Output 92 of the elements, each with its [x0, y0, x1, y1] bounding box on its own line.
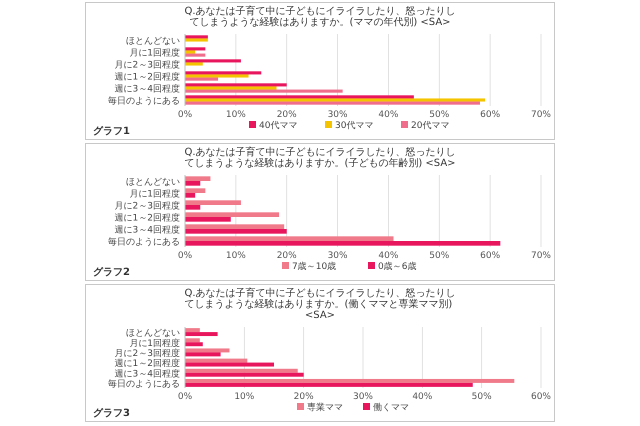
legend-label: 20代ママ	[411, 120, 450, 131]
y-tick-label: 毎日のようにある	[108, 96, 180, 106]
bar	[185, 98, 486, 102]
bar	[185, 328, 200, 332]
y-tick-label: 毎日のようにある	[108, 378, 180, 390]
bar	[185, 348, 230, 352]
x-tick-label: 20%	[276, 110, 298, 120]
bar	[185, 176, 210, 181]
bar	[185, 54, 206, 57]
y-tick-label: 月に2～3回程度	[114, 60, 180, 70]
legend-label: 30代ママ	[335, 120, 374, 131]
legend-label: 40代ママ	[259, 120, 298, 131]
bar	[185, 205, 200, 210]
bar	[185, 62, 203, 66]
y-tick-label: 月に1回程度	[129, 48, 180, 58]
y-tick-label: 月に1回程度	[129, 188, 180, 200]
bar	[185, 241, 500, 246]
x-tick-label: 0%	[178, 392, 193, 402]
y-tick-label: ほとんどない	[126, 328, 180, 339]
x-tick-label: 40%	[412, 392, 433, 402]
x-tick-label: 40%	[378, 110, 399, 120]
x-tick-label: 50%	[429, 110, 450, 120]
bar	[185, 378, 514, 383]
x-tick-label: 60%	[530, 392, 552, 402]
bar	[185, 224, 284, 229]
x-tick-label: 0%	[178, 110, 193, 120]
y-tick-label: 週に1～2回程度	[114, 358, 180, 370]
y-tick-label: 週に3～4回程度	[114, 368, 180, 380]
bar	[185, 358, 248, 363]
x-tick-label: 20%	[294, 392, 314, 402]
bar	[185, 362, 274, 367]
y-tick-label: 毎日のようにある	[108, 236, 180, 248]
bar	[185, 181, 200, 186]
bar	[185, 382, 473, 387]
x-tick-label: 70%	[530, 251, 552, 261]
chart-title: Q.あなたは子育て中に子どもにイライラしたり、怒ったりしてしまうような経験はありますか。(働くママと専業ママ別) <SA>	[184, 287, 456, 321]
bar	[185, 83, 287, 86]
x-tick-label: 30%	[328, 251, 348, 261]
bar	[185, 193, 196, 198]
bar	[185, 78, 218, 81]
bar	[185, 212, 280, 217]
bar	[185, 332, 218, 336]
y-tick-label: 月に1回程度	[129, 338, 180, 349]
y-tick-label: ほとんどない	[126, 36, 180, 46]
x-tick-label: 60%	[480, 110, 501, 120]
bar	[185, 59, 241, 62]
bar	[185, 86, 277, 90]
legend-label: 働くママ	[373, 402, 409, 413]
bar	[185, 338, 200, 342]
x-tick-label: 30%	[328, 110, 348, 120]
x-tick-label: 50%	[429, 251, 450, 261]
legend-label: 0歳～6歳	[378, 261, 416, 272]
bar	[185, 35, 208, 38]
bar	[185, 236, 394, 241]
legend-label: 7歳～10歳	[292, 261, 336, 272]
x-tick-label: 20%	[276, 251, 298, 261]
x-tick-label: 70%	[530, 110, 552, 120]
text: グラフ2	[93, 266, 130, 278]
bar	[185, 352, 221, 356]
bar	[185, 368, 298, 373]
y-tick-label: 月に2～3回程度	[114, 200, 180, 212]
y-tick-label: 週に3～4回程度	[114, 84, 180, 94]
bar	[185, 38, 208, 42]
bar	[185, 102, 480, 105]
bar	[185, 229, 287, 234]
y-tick-label: 週に1～2回程度	[114, 72, 180, 82]
bar	[185, 95, 414, 98]
x-tick-label: 10%	[226, 251, 246, 261]
text: グラフ3	[93, 407, 130, 419]
bar	[185, 90, 343, 93]
x-tick-label: 10%	[234, 392, 255, 402]
bar	[185, 47, 206, 50]
bar	[185, 200, 241, 205]
legend-label: 専業ママ	[307, 402, 343, 413]
x-tick-label: 30%	[352, 392, 374, 402]
bar	[185, 74, 249, 78]
y-tick-label: 週に3～4回程度	[114, 224, 180, 236]
y-tick-label: 週に1～2回程度	[114, 212, 180, 224]
x-tick-label: 0%	[178, 251, 193, 261]
bar	[185, 71, 262, 74]
bar	[185, 188, 206, 193]
chart-title: Q.あなたは子育て中に子どもにイライラしたり、怒ったりしてしまうような経験はありますか。(子どもの年齢別) <SA>	[184, 146, 456, 169]
chart-title: Q.あなたは子育て中に子どもにイライラしたり、怒ったりしてしまうような経験はありますか。(ママの年代別) <SA>	[184, 5, 456, 28]
y-tick-label: 月に2～3回程度	[114, 348, 180, 359]
y-tick-label: ほとんどない	[126, 178, 180, 188]
x-tick-label: 50%	[472, 392, 492, 402]
x-tick-label: 60%	[480, 251, 501, 261]
bar	[185, 217, 231, 222]
bar	[185, 50, 196, 54]
text: グラフ1	[93, 125, 130, 137]
x-tick-label: 10%	[226, 110, 246, 120]
x-tick-label: 40%	[378, 251, 399, 261]
